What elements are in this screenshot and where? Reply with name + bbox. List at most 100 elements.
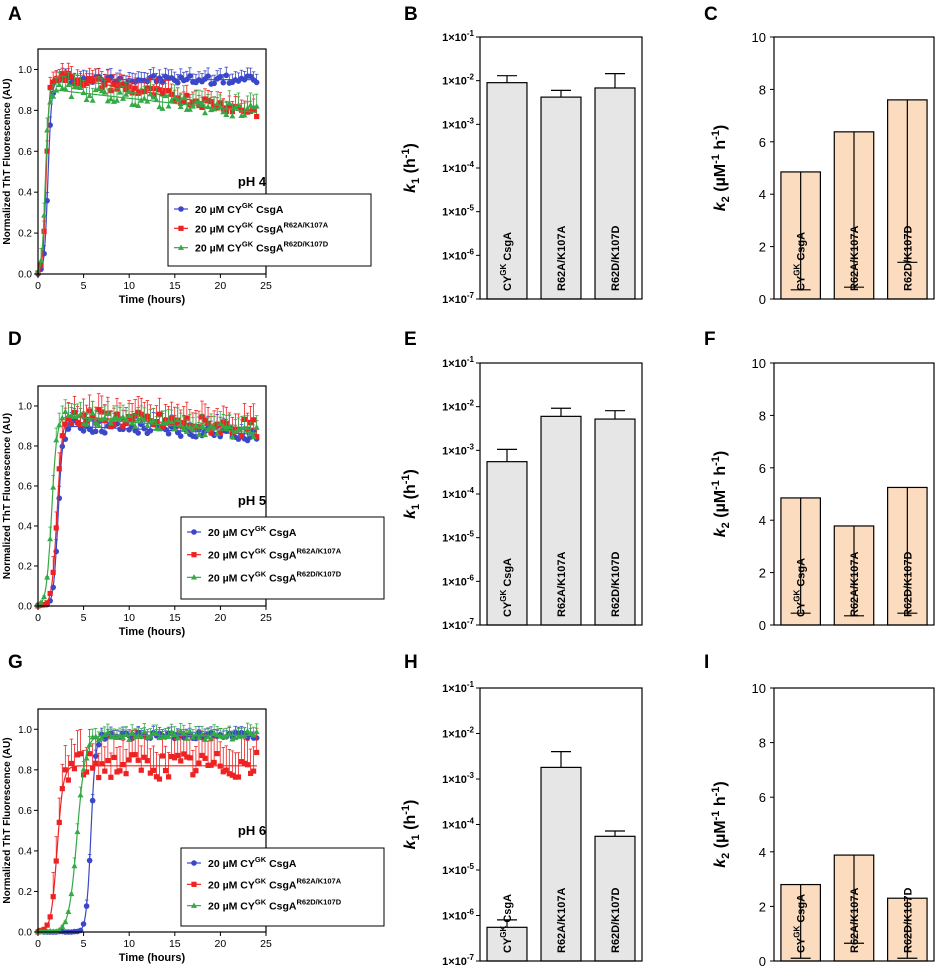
label-text: CsgA [796,232,808,264]
tick-exp: -3 [467,116,475,125]
data-point [90,765,96,771]
data-point [156,776,163,782]
label-sup: GK [499,263,508,275]
tick-base: 1×10 [442,729,467,741]
y-tick-label: 2 [759,240,766,255]
data-point [253,79,260,86]
label-text: CsgA [502,894,514,926]
data-point [38,257,45,263]
data-point [87,75,93,82]
category-label: CYGK CsgA [793,894,808,953]
tick-base: 1×10 [442,683,467,695]
data-point [86,416,93,422]
title-exp: -1 [400,805,412,815]
y-tick-label: 0.8 [18,442,32,453]
y-axis-title: Normalized ThT Fluorescence (AU) [2,78,13,244]
y-tick-label: 1×10-7 [442,617,474,632]
data-point [153,729,160,736]
title-exp: -1 [710,154,722,164]
legend-entry: 20 µM CYGK CsgAR62D/K107D [208,898,342,913]
panel-letter-d: D [8,329,22,350]
x-tick-label: 15 [169,612,181,624]
data-point [181,99,187,105]
y-tick-label: 10 [752,681,766,696]
data-point [177,421,184,428]
data-point [77,422,84,428]
data-point [168,97,175,103]
series-3 [35,399,260,608]
data-point [187,73,193,79]
kinetics-chart-d: 0 5 10 15 20 25 0.0 0.2 0.4 0.6 0.8 1.0 Time (hours)… [2,385,385,638]
legend-sup: R62D/K107D [297,898,342,907]
data-point [235,774,242,780]
tick-base: 1×10 [442,774,467,786]
tick-exp: -3 [467,442,475,451]
y-tick-label: 0.4 [18,522,32,533]
data-point [135,757,141,763]
data-point [211,105,218,112]
legend-entry: 20 µM CYGK CsgAR62A/K107A [208,547,342,562]
category-label: R62D/K107D [610,552,622,617]
legend-sup: GK [255,524,267,533]
data-point [83,769,90,775]
data-point [174,96,181,103]
legend-marker [178,206,184,212]
data-point [95,741,102,748]
title-unit: (h [402,484,419,504]
y-tick-label: 8 [759,82,766,97]
bar [486,82,528,300]
legend-text: 20 µM CY [208,879,255,891]
legend-box [180,847,385,927]
data-point [205,426,212,433]
data-point [165,774,172,780]
data-point [217,763,223,769]
data-point [77,84,84,90]
data-point [89,797,96,804]
data-point [50,93,57,99]
bar [486,926,528,962]
data-point [162,767,169,774]
legend-sup: GK [255,876,267,885]
data-point [53,525,59,531]
legend-entry: 20 µM CYGK CsgAR62A/K107A [208,876,342,891]
data-point [241,112,248,118]
data-point [65,908,72,914]
data-point [198,100,205,106]
data-point [208,762,214,768]
data-point [244,424,251,430]
legend-text: CsgA [266,879,297,891]
data-point [138,767,144,773]
data-point [83,755,90,761]
title-sub: 1 [410,504,422,510]
y-tick-label: 1×10-2 [442,726,474,741]
data-point [111,754,117,761]
data-point [247,102,254,108]
data-point [53,436,60,443]
data-point [217,104,224,110]
data-point [247,431,254,437]
y-tick-label: 1×10-7 [442,291,474,306]
legend-sup: R62A/K107A [284,220,329,229]
data-point [59,923,66,929]
data-point [202,109,209,116]
tick-base: 1×10 [442,911,467,923]
data-point [59,786,65,792]
panel-letter-h: H [404,652,418,673]
y-tick-label: 0 [759,292,766,307]
data-point [62,85,69,91]
data-point [177,103,184,110]
data-point [38,602,44,608]
category-label: R62A/K107A [849,552,861,617]
title-unit: (µM [712,820,729,852]
data-point [190,772,196,778]
data-point [144,422,151,428]
legend-text: 20 µM CY [208,901,255,913]
tick-base: 1×10 [442,445,467,457]
category-label: R62A/K107A [849,226,861,291]
data-point [41,228,47,234]
data-point [171,425,178,432]
legend-sup: R62A/K107A [297,547,342,556]
tick-exp: -4 [467,817,475,826]
